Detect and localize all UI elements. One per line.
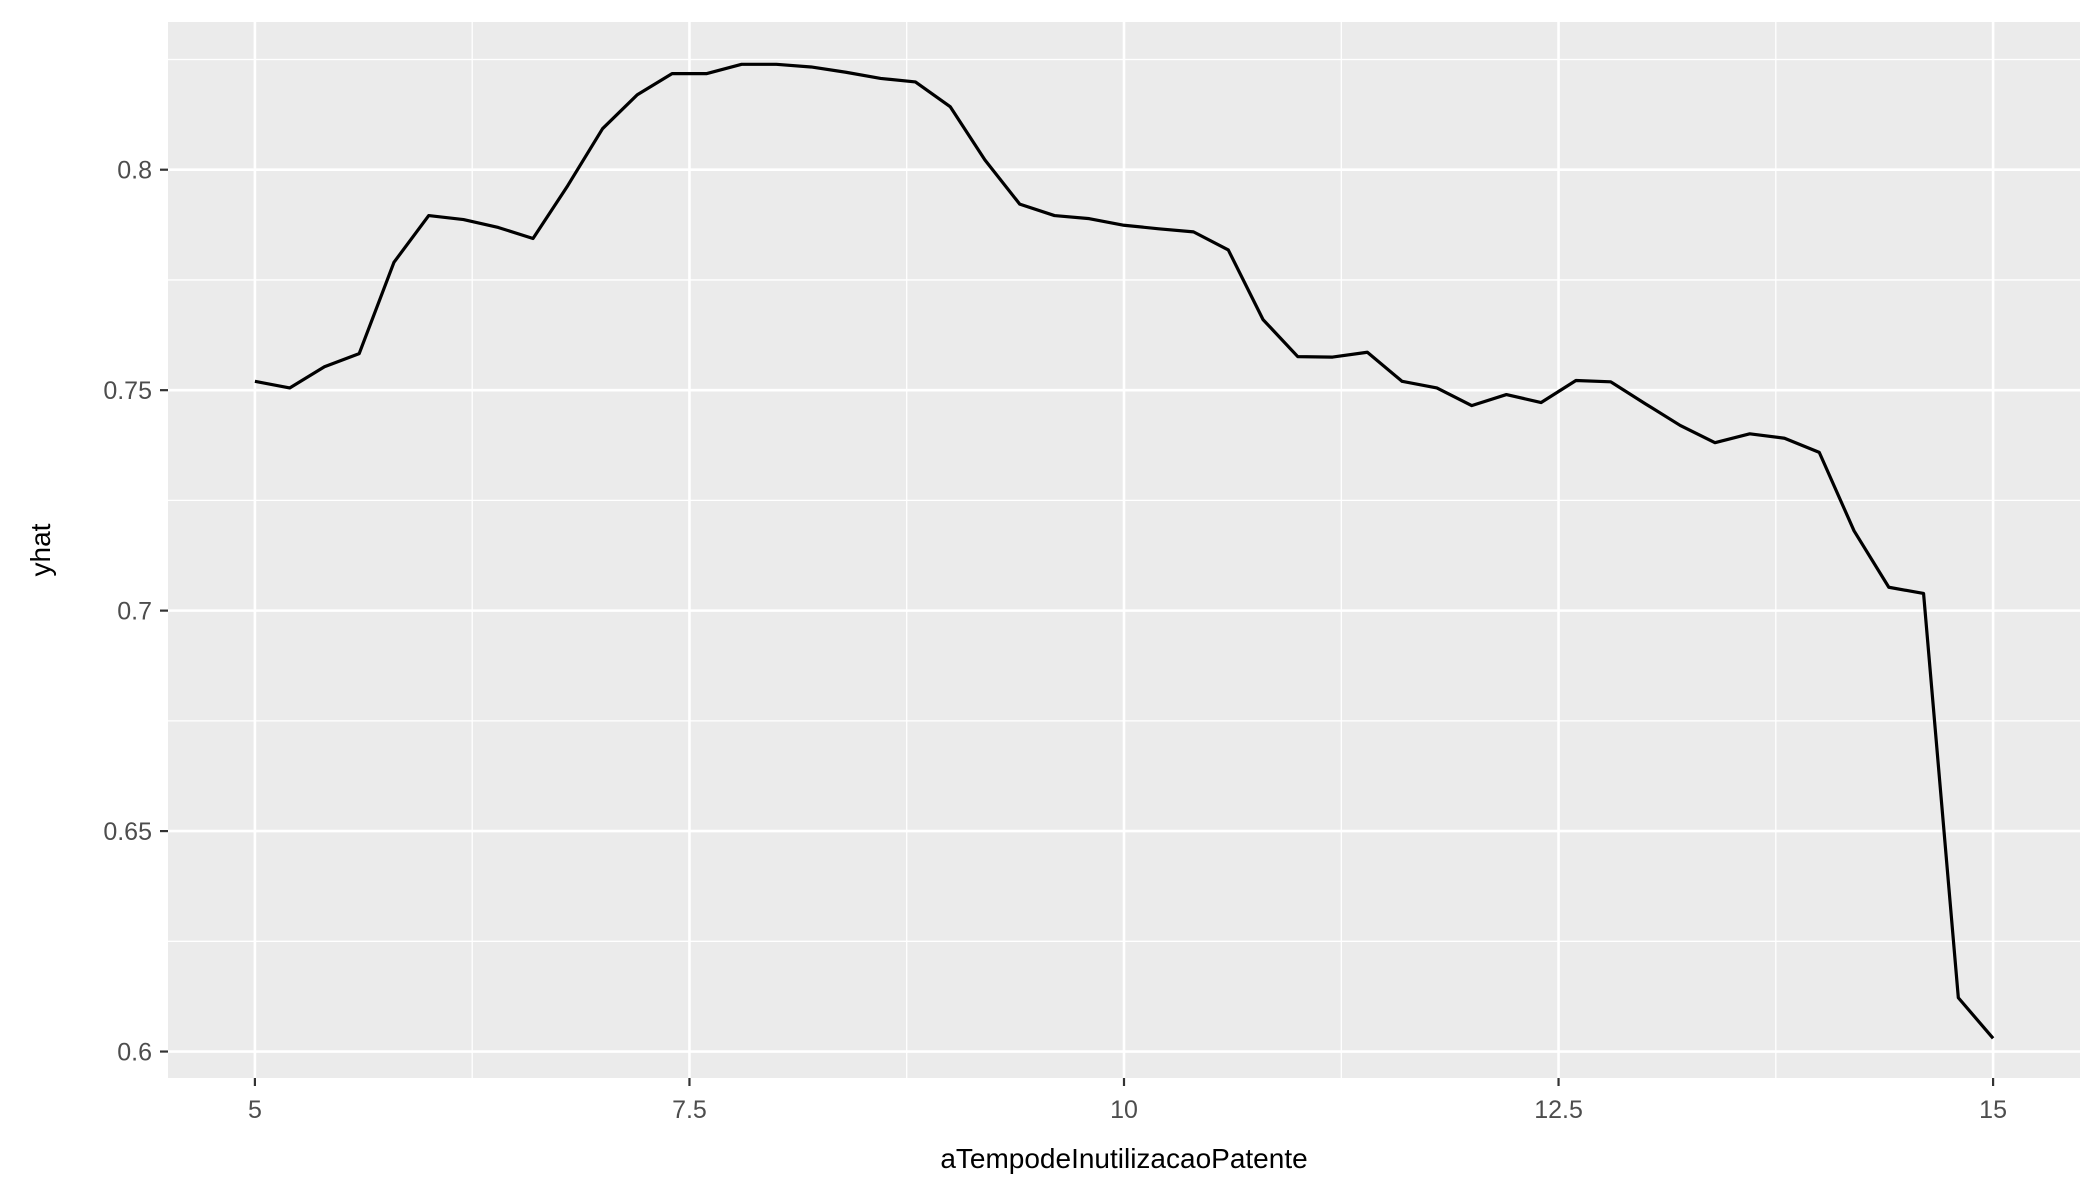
y-tick-label: 0.75 <box>103 377 152 405</box>
x-axis-ticks <box>255 1078 1993 1086</box>
y-tick-label: 0.7 <box>117 598 152 626</box>
x-axis-tick-labels: 5 7.5 10 12.5 15 <box>248 1096 2007 1124</box>
y-tick-label: 0.8 <box>117 157 152 185</box>
x-tick-label: 5 <box>248 1096 262 1124</box>
x-tick-label: 12.5 <box>1534 1096 1583 1124</box>
x-tick-label: 15 <box>1979 1096 2007 1124</box>
y-tick-label: 0.65 <box>103 818 152 846</box>
x-tick-label: 10 <box>1110 1096 1138 1124</box>
x-tick-label: 7.5 <box>672 1096 707 1124</box>
y-axis-title: yhat <box>25 523 56 576</box>
y-axis-ticks <box>160 170 168 1052</box>
x-axis-title: aTempodeInutilizacaoPatente <box>940 1143 1307 1174</box>
y-axis-tick-labels: 0.6 0.65 0.7 0.75 0.8 <box>103 157 152 1067</box>
y-tick-label: 0.6 <box>117 1039 152 1067</box>
